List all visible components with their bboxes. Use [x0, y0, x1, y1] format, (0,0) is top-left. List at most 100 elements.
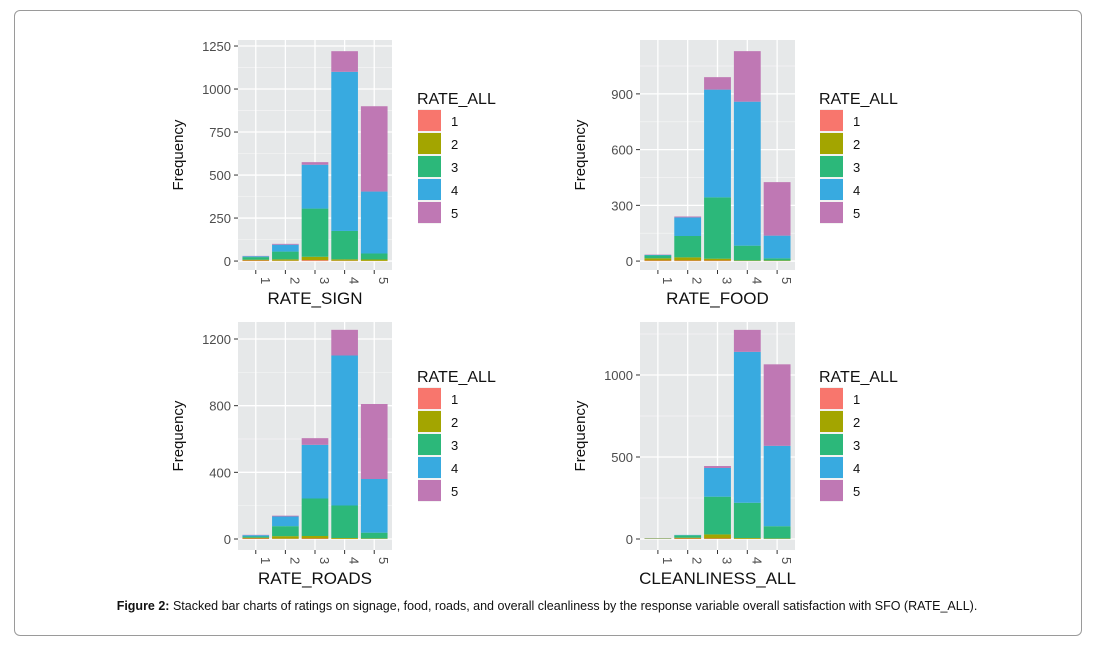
- bar-segment-5-rate-4: [763, 235, 791, 259]
- x-axis-title: RATE_SIGN: [267, 289, 362, 308]
- y-tick-label: 0: [224, 532, 231, 547]
- chart-panel-3: 0 400 800 1200 1 2 3 4 5 RATE_ROADS Frequency RATE_…: [170, 322, 496, 588]
- bar-segment-1-rate-1: [644, 260, 672, 262]
- bar-segment-1-rate-3: [644, 255, 672, 259]
- bar-segment-4-rate-5: [331, 329, 358, 356]
- legend-label: 4: [451, 461, 458, 476]
- x-tick-label: 5: [779, 277, 794, 284]
- legend-swatch-3: [418, 434, 441, 455]
- x-tick-label: 4: [347, 557, 362, 564]
- bar-segment-4-rate-3: [733, 502, 761, 539]
- y-axis-title: Frequency: [572, 119, 589, 190]
- legend-title: RATE_ALL: [819, 91, 898, 108]
- bar-segment-1-rate-1: [242, 538, 270, 539]
- legend-swatch-2: [820, 133, 843, 154]
- chart-panel-1: 0 250 500 750 1000 1250 1 2 3 4 5 RATE_SIGN Frequenc…: [170, 39, 496, 308]
- y-tick-label: 600: [611, 143, 633, 158]
- bar-segment-1-rate-4: [242, 256, 270, 258]
- legend-swatch-5: [418, 202, 441, 223]
- bar-segment-4-rate-5: [733, 51, 761, 102]
- bar-segment-3-rate-4: [704, 467, 731, 497]
- bar-segment-4-rate-5: [733, 329, 761, 352]
- y-tick-label: 900: [611, 87, 633, 102]
- x-tick-label: 3: [317, 557, 332, 564]
- x-axis-title: RATE_ROADS: [258, 569, 372, 588]
- bar-segment-1-rate-4: [644, 254, 672, 256]
- bar-segment-3-rate-3: [704, 197, 731, 259]
- y-tick-label: 1000: [202, 82, 231, 97]
- legend-label: 4: [853, 461, 860, 476]
- bar-segment-2-rate-3: [674, 535, 702, 538]
- bar-segment-3-rate-5: [704, 466, 731, 468]
- bar-segment-3-rate-3: [301, 208, 329, 257]
- legend-title: RATE_ALL: [417, 369, 496, 386]
- legend-label: 5: [451, 206, 458, 221]
- y-tick-label: 0: [626, 254, 633, 269]
- bar-segment-3-rate-2: [704, 258, 731, 261]
- caption-text: Stacked bar charts of ratings on signage…: [169, 599, 978, 613]
- legend-swatch-5: [418, 480, 441, 501]
- bar-segment-5-rate-4: [360, 479, 388, 533]
- bar-segment-5-rate-3: [763, 258, 791, 261]
- legend-swatch-1: [820, 110, 843, 131]
- legend-label: 1: [853, 392, 860, 407]
- bar-segment-1-rate-3: [242, 536, 270, 538]
- bar-segment-2-rate-2: [272, 259, 299, 261]
- bar-segment-2-rate-2: [272, 536, 299, 539]
- bar-segment-3-rate-5: [704, 77, 731, 90]
- x-tick-label: 4: [749, 557, 764, 564]
- legend-label: 2: [853, 415, 860, 430]
- x-axis-title: RATE_FOOD: [666, 289, 769, 308]
- bar-segment-4-rate-3: [331, 505, 358, 538]
- x-tick-label: 2: [287, 557, 302, 564]
- legend-label: 1: [853, 114, 860, 129]
- legend: RATE_ALL 1 2 3 4 5: [417, 91, 496, 224]
- bar-segment-2-rate-2: [674, 537, 702, 539]
- x-tick-label: 1: [258, 557, 273, 564]
- bar-segment-2-rate-3: [272, 526, 299, 537]
- x-tick-label: 3: [720, 277, 735, 284]
- bar-segment-2-rate-5: [674, 216, 702, 218]
- bar-segment-3-rate-4: [301, 444, 329, 499]
- x-tick-label: 1: [660, 277, 675, 284]
- legend-swatch-2: [418, 411, 441, 432]
- legend-label: 1: [451, 114, 458, 129]
- chart-panel-4: 0 500 1000 1 2 3 4 5 CLEANLINESS_ALL Frequency RAT…: [572, 322, 898, 588]
- bar-segment-1-rate-1: [242, 260, 270, 262]
- figure-frame: [14, 10, 1082, 636]
- bar-segment-2-rate-3: [674, 236, 702, 258]
- legend-title: RATE_ALL: [819, 369, 898, 386]
- legend: RATE_ALL 1 2 3 4 5: [819, 369, 898, 502]
- bar-segment-4-rate-5: [331, 51, 358, 72]
- y-tick-label: 1250: [202, 39, 231, 54]
- chart-panel-2: 0 300 600 900 1 2 3 4 5 RATE_FOOD Frequency RATE_AL…: [572, 40, 898, 308]
- legend-swatch-5: [820, 202, 843, 223]
- x-axis-title: CLEANLINESS_ALL: [639, 569, 796, 588]
- bar-segment-4-rate-3: [733, 245, 761, 261]
- legend-label: 5: [853, 484, 860, 499]
- legend-swatch-5: [820, 480, 843, 501]
- legend-swatch-3: [820, 156, 843, 177]
- bar-segment-5-rate-5: [763, 182, 791, 236]
- bar-segment-5-rate-3: [360, 253, 388, 260]
- legend-label: 3: [853, 438, 860, 453]
- bar-segment-5-rate-4: [763, 445, 791, 527]
- bar-segment-3-rate-1: [704, 260, 731, 262]
- legend-label: 4: [451, 183, 458, 198]
- y-axis-title: Frequency: [572, 400, 589, 471]
- legend-label: 3: [853, 160, 860, 175]
- bar-segment-2-rate-4: [272, 244, 299, 252]
- bar-segment-2-rate-1: [674, 260, 702, 262]
- legend-label: 1: [451, 392, 458, 407]
- legend-label: 5: [853, 206, 860, 221]
- y-axis-title: Frequency: [170, 119, 187, 190]
- bar-segment-1-rate-2: [242, 537, 270, 539]
- legend-swatch-2: [418, 133, 441, 154]
- bar-segment-5-rate-3: [360, 532, 388, 539]
- y-tick-label: 800: [209, 399, 231, 414]
- legend-title: RATE_ALL: [417, 91, 496, 108]
- x-tick-label: 4: [347, 277, 362, 284]
- legend-swatch-4: [418, 179, 441, 200]
- bar-segment-1-rate-2: [644, 258, 672, 261]
